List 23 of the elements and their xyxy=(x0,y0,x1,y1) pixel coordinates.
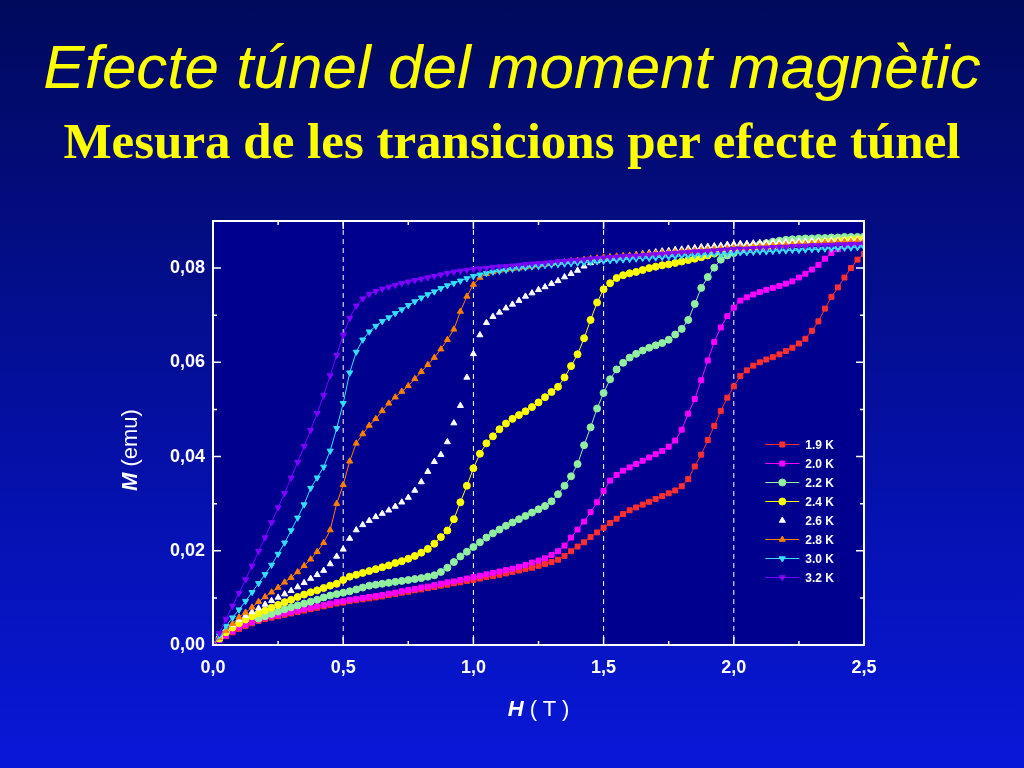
legend-label: 2.6 K xyxy=(805,513,835,528)
y-tick-label: 0,00 xyxy=(169,633,205,654)
legend-label: 2.4 K xyxy=(805,494,835,509)
legend-label: 3.2 K xyxy=(805,570,835,585)
x-axis-title: H ( T ) xyxy=(506,696,571,721)
y-tick-label: 0,06 xyxy=(169,351,205,372)
x-tick-label: 2,0 xyxy=(721,656,747,677)
x-tick-label: 1,0 xyxy=(460,656,486,677)
y-tick-label: 0,08 xyxy=(169,257,205,278)
legend-label: 1.9 K xyxy=(805,437,835,452)
y-tick-label: 0,04 xyxy=(169,445,205,466)
y-tick-label: 0,02 xyxy=(169,539,205,560)
x-tick-label: 1,5 xyxy=(591,656,617,677)
x-tick-label: 0,0 xyxy=(200,656,226,677)
chart-title: Efecte túnel del moment magnètic xyxy=(42,32,982,101)
y-axis-title: M (emu) xyxy=(117,408,142,493)
chart-subtitle: Mesura de les transicions per efecte túnel xyxy=(62,113,962,169)
legend-label: 2.2 K xyxy=(805,475,835,490)
legend-label: 3.0 K xyxy=(805,551,835,566)
x-tick-label: 0,5 xyxy=(330,656,356,677)
x-tick-label: 2,5 xyxy=(851,656,877,677)
legend-label: 2.8 K xyxy=(805,532,835,547)
legend-label: 2.0 K xyxy=(805,456,835,471)
